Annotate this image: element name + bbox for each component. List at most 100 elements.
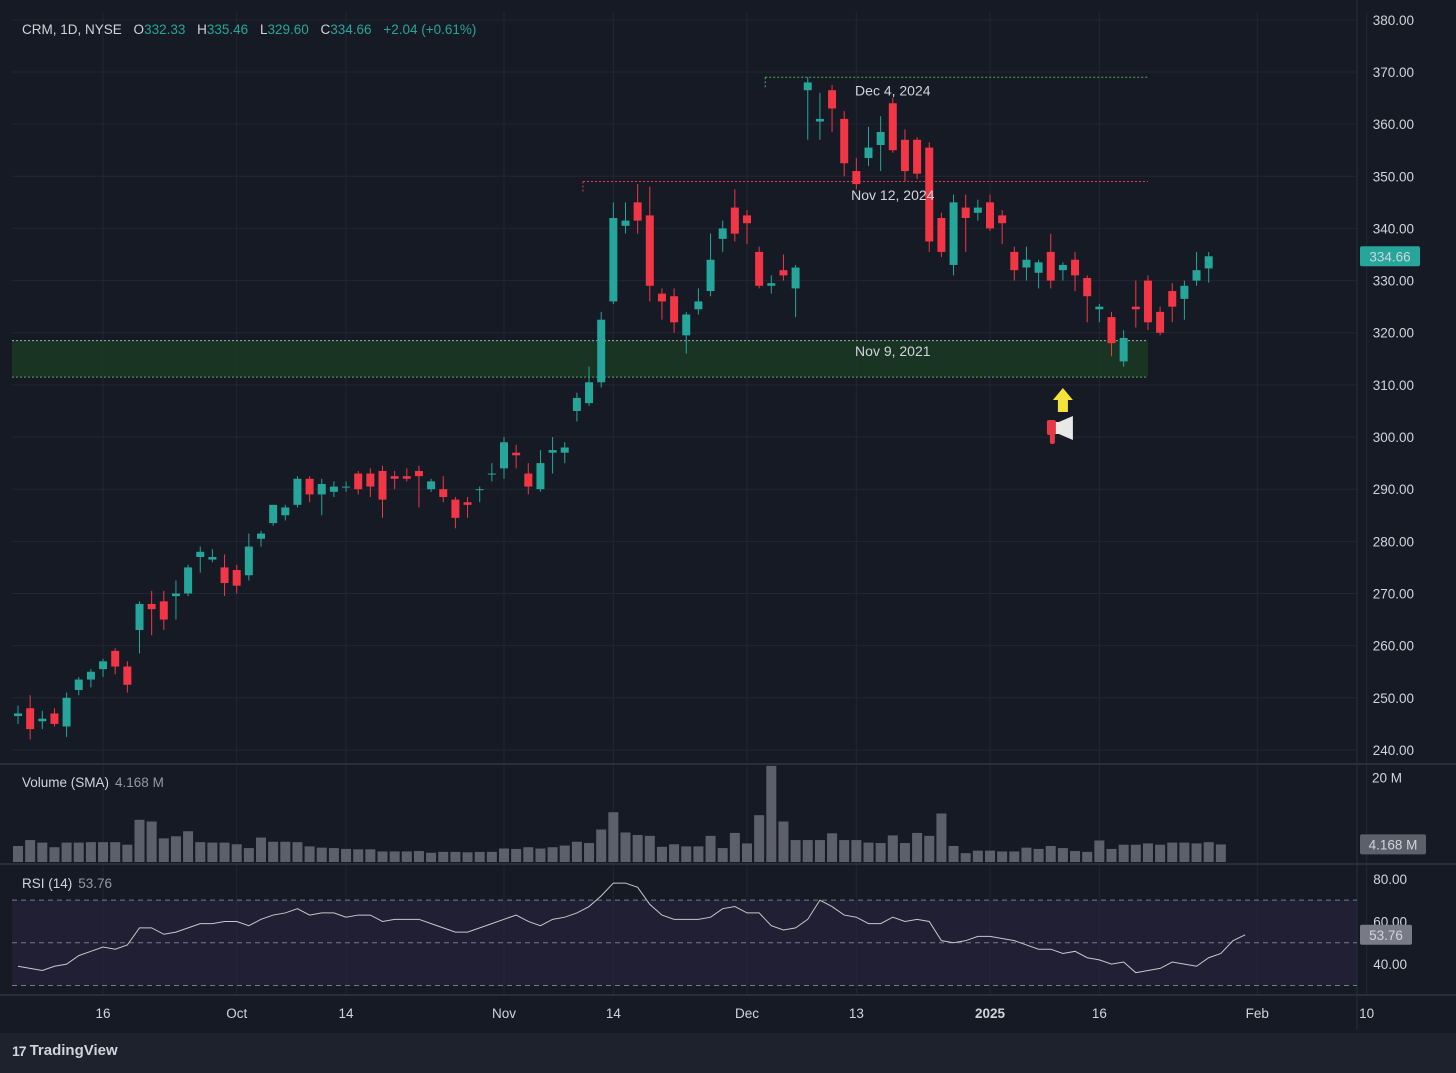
volume-bar [851, 840, 862, 862]
candle-up [706, 259, 715, 292]
candle-down [232, 570, 241, 586]
time-tick-label: Dec [735, 1006, 759, 1021]
price-tick-label: 320.00 [1373, 326, 1414, 341]
rsi-legend[interactable]: RSI (14) 53.76 [22, 876, 112, 891]
volume-bar [912, 832, 923, 862]
volume-bar [948, 845, 959, 862]
candle-up [1034, 262, 1043, 273]
candle-up [1192, 270, 1201, 281]
candle-up [621, 220, 630, 226]
volume-bar [37, 842, 48, 862]
megaphone-grip [1049, 434, 1055, 444]
open-label: O [133, 22, 145, 37]
low-label: L [259, 22, 268, 37]
candle-up [682, 314, 691, 336]
candle-down [390, 476, 399, 479]
candle-up [572, 397, 581, 411]
rsi-tick-label: 80.00 [1373, 872, 1407, 887]
megaphone-icon [1050, 416, 1073, 440]
price-tick-label: 380.00 [1373, 13, 1414, 28]
price-tick-label: 340.00 [1373, 221, 1414, 236]
candle-down [111, 650, 120, 667]
candle-up [208, 556, 217, 560]
volume-bar [304, 846, 315, 862]
candle-down [50, 713, 59, 724]
price-tick-label: 270.00 [1373, 587, 1414, 602]
volume-bar [401, 851, 412, 862]
high-value: 335.46 [206, 22, 249, 37]
candle-up [973, 207, 982, 213]
volume-bar [1215, 844, 1226, 862]
volume-bar [1070, 851, 1081, 862]
volume-bar [1179, 842, 1190, 862]
time-tick-label: Feb [1246, 1006, 1269, 1021]
close-label: C [320, 22, 331, 37]
price-tick-label: 300.00 [1373, 430, 1414, 445]
volume-bar [98, 842, 109, 862]
volume-bar [353, 849, 364, 862]
rsi-legend-value: 53.76 [78, 876, 113, 891]
candle-up [244, 546, 253, 576]
rsi-line [17, 882, 1246, 974]
candle-up [317, 483, 326, 495]
candle-down [378, 470, 387, 500]
candle-up [791, 267, 800, 289]
candle-down [657, 293, 666, 302]
volume-bar [474, 851, 485, 862]
candle-down [414, 470, 423, 477]
time-tick-label: 14 [606, 1006, 622, 1021]
volume-legend-value: 4.168 M [115, 775, 164, 790]
candle-down [633, 202, 642, 221]
time-tick-label: 10 [1359, 1006, 1374, 1021]
candle-down [463, 502, 472, 505]
volume-bar [1045, 845, 1056, 862]
volume-bar [377, 851, 388, 862]
candle-up [257, 533, 265, 539]
volume-bar [243, 848, 254, 862]
time-tick-label: 14 [339, 1006, 355, 1021]
time-tick-label: Oct [226, 1006, 247, 1021]
volume-bar [1167, 842, 1178, 862]
time-tick-label: 2025 [975, 1006, 1006, 1021]
candle-down [123, 666, 132, 685]
candle-up [62, 697, 71, 727]
support-zone [12, 340, 1148, 378]
candle-up [329, 486, 338, 492]
volume-bar [705, 835, 716, 862]
volume-bar [61, 842, 72, 862]
volume-bar [802, 840, 813, 862]
rsi-last-badge [1360, 924, 1412, 945]
symbol-label[interactable]: CRM, 1D, NYSE [22, 22, 122, 37]
volume-bar [936, 813, 947, 862]
volume-bar [73, 842, 84, 862]
volume-bar [1082, 851, 1093, 862]
volume-bar [863, 842, 874, 862]
candle-down [645, 215, 654, 286]
volume-bar [1118, 844, 1129, 862]
volume-bar [158, 838, 169, 862]
last-price-badge [1360, 246, 1420, 267]
candle-down [305, 478, 314, 495]
volume-bar [1130, 844, 1141, 862]
candle-up [803, 82, 812, 91]
volume-bar [1155, 844, 1166, 862]
tradingview-logo[interactable]: 17 TradingView [12, 1042, 118, 1059]
volume-bar [413, 851, 424, 862]
candle-down [1156, 311, 1165, 333]
volume-legend[interactable]: Volume (SMA) 4.168 M [22, 775, 164, 790]
candle-up [196, 551, 205, 557]
volume-bar [620, 832, 631, 862]
volume-bar [839, 840, 850, 862]
candle-down [26, 708, 35, 730]
candle-up [99, 661, 108, 670]
volume-bar [693, 846, 704, 862]
candle-down [147, 603, 156, 610]
candle-up [1119, 337, 1128, 362]
volume-bar [1021, 847, 1032, 862]
candle-up [475, 489, 484, 491]
volume-bar [632, 835, 643, 862]
candle-down [670, 296, 679, 323]
volume-bar [25, 840, 36, 862]
